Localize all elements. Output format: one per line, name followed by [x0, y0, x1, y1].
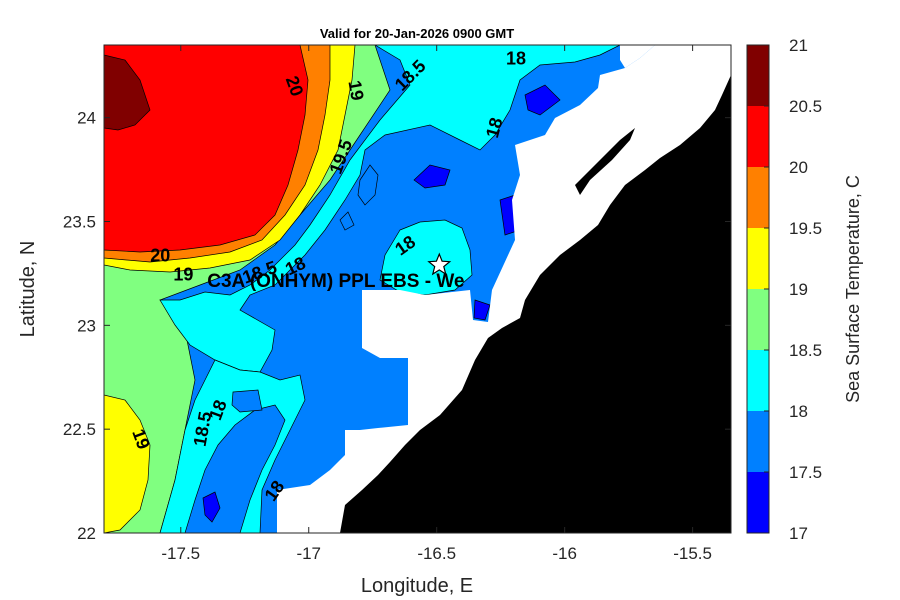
y-tick-label: 23.5: [63, 213, 96, 232]
x-tick-label: -16.5: [417, 544, 456, 563]
y-tick-label: 22: [77, 524, 96, 543]
x-axis-label: Longitude, E: [361, 575, 473, 597]
sst-patch-17.5-18-a: [357, 164, 379, 206]
sst-band-20-20.5: [104, 45, 309, 253]
colorbar-swatch: [747, 350, 769, 411]
colorbar-swatch: [747, 167, 769, 228]
sst-patch-17-17.5-b: [202, 491, 221, 523]
island: [575, 128, 635, 195]
sst-patch-17.5-18-b: [339, 211, 355, 231]
land-mass: [340, 45, 731, 533]
sst-patch-17-17.5-e: [473, 299, 491, 321]
contour-label: 19: [344, 79, 367, 102]
contour-label: 20: [150, 246, 170, 266]
colorbar-tick-label: 20: [789, 158, 808, 177]
sst-patch-17.5-18-c: [231, 389, 263, 413]
y-tick-label: 24: [77, 109, 96, 128]
colorbar-tick-label: 19: [789, 280, 808, 299]
x-axis: -17.5 -17 -16.5 -16 -15.5: [161, 45, 712, 563]
y-axis-label: Latitude, N: [17, 241, 39, 338]
y-tick-label: 23: [77, 316, 96, 335]
sst-patch-17-17.5-c: [524, 84, 561, 116]
colorbar-swatch: [747, 228, 769, 289]
sst-band-18-18.5-north: [159, 45, 621, 373]
sst-band-19-19.5-south: [104, 394, 151, 533]
contour-label: 18: [482, 115, 507, 140]
colorbar-tick-label: 19.5: [789, 219, 822, 238]
colorbar-swatch: [747, 106, 769, 167]
chart-title: Valid for 20-Jan-2026 0900 GMT: [320, 26, 514, 41]
sst-patch-17-17.5-a: [413, 164, 451, 189]
colorbar-tick-label: 17.5: [789, 463, 822, 482]
y-tick-label: 22.5: [63, 420, 96, 439]
station: C3A (ONHYM) PPL EBS - We: [207, 252, 464, 292]
colorbar-tick-label: 17: [789, 524, 808, 543]
colorbar-label: Sea Surface Temperature, C: [843, 175, 863, 403]
contour-label: 19: [173, 264, 193, 284]
x-tick-label: -17: [296, 544, 321, 563]
station-star-icon: [427, 252, 452, 276]
colorbar-swatch: [747, 289, 769, 350]
contour-label: 18: [506, 48, 526, 68]
sst-band-20.5-21: [104, 54, 151, 131]
colorbar-swatch: [747, 472, 769, 533]
sst-band-18-18.5-station: [379, 219, 473, 296]
map-area: [104, 45, 731, 533]
colorbar-tick-label: 21: [789, 36, 808, 55]
colorbar-swatch: [747, 411, 769, 472]
colorbar-tick-label: 18.5: [789, 341, 822, 360]
colorbar-tick-label: 18: [789, 402, 808, 421]
station-label: C3A (ONHYM) PPL EBS - We: [207, 271, 464, 292]
colorbar-tick-label: 20.5: [789, 97, 822, 116]
y-axis: 22 22.5 23 23.5 24: [63, 109, 731, 543]
x-tick-label: -17.5: [161, 544, 200, 563]
axes-frame: [103, 44, 732, 534]
x-tick-label: -16: [552, 544, 577, 563]
no-data-mask-north: [620, 45, 655, 68]
colorbar: 17 17.5 18 18.5 19 19.5 20 20.5 21: [746, 36, 822, 543]
x-tick-label: -15.5: [673, 544, 712, 563]
colorbar-swatch: [747, 45, 769, 106]
